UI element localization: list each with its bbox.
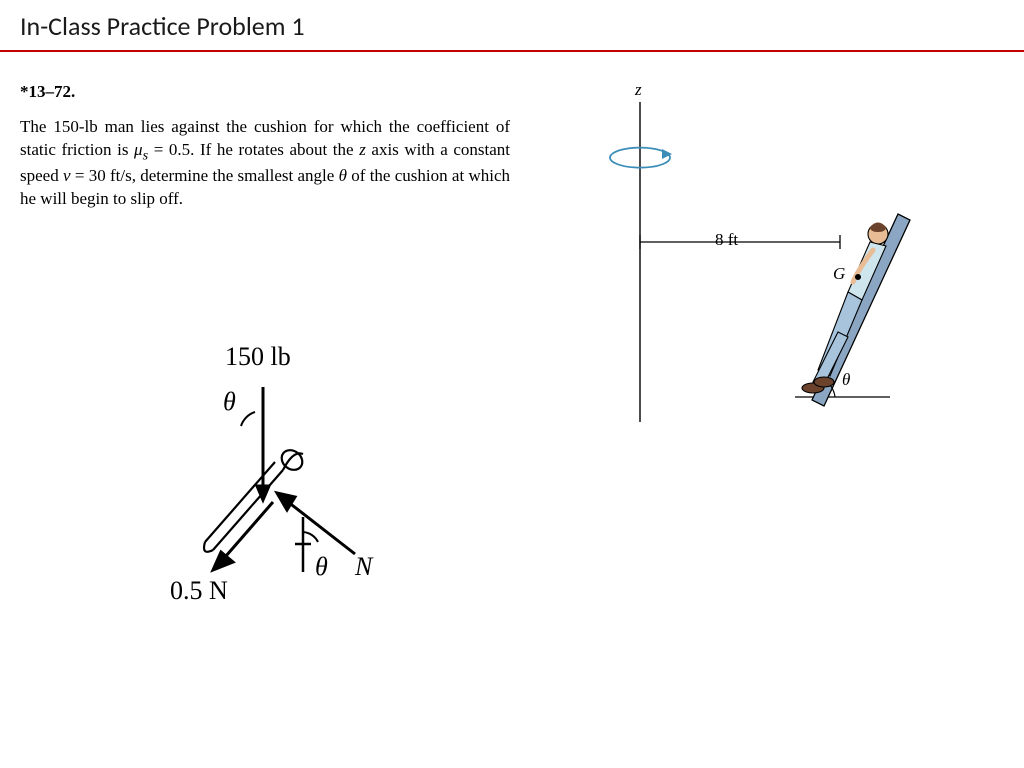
- z-axis-label: z: [635, 80, 642, 100]
- theta-var: θ: [339, 166, 347, 185]
- mu: μ: [134, 140, 143, 159]
- diagram-theta-label: θ: [842, 370, 850, 390]
- eq2: = 30 ft/s, determine the smallest angle: [71, 166, 339, 185]
- g-label: G: [833, 264, 845, 284]
- fbd-friction-label: 0.5 N: [170, 576, 228, 606]
- slide-title: In-Class Practice Problem 1: [0, 0, 1024, 50]
- content-area: *13–72. The 150-lb man lies against the …: [0, 52, 1024, 241]
- free-body-diagram: 150 lb θ N θ 0.5 N: [155, 342, 415, 642]
- distance-label: 8 ft: [715, 230, 738, 250]
- fbd-theta-top: θ: [223, 387, 236, 417]
- fbd-normal-label: N: [355, 552, 372, 582]
- v-var: v: [63, 166, 71, 185]
- problem-diagram: z 8 ft G θ: [580, 82, 960, 462]
- problem-text: The 150-lb man lies against the cushion …: [20, 116, 510, 211]
- fbd-weight-label: 150 lb: [225, 342, 291, 372]
- fbd-theta-bot: θ: [315, 552, 328, 582]
- eq1: = 0.5. If he rotates about the: [148, 140, 359, 159]
- diagram-svg: [580, 82, 960, 462]
- z-var: z: [359, 140, 366, 159]
